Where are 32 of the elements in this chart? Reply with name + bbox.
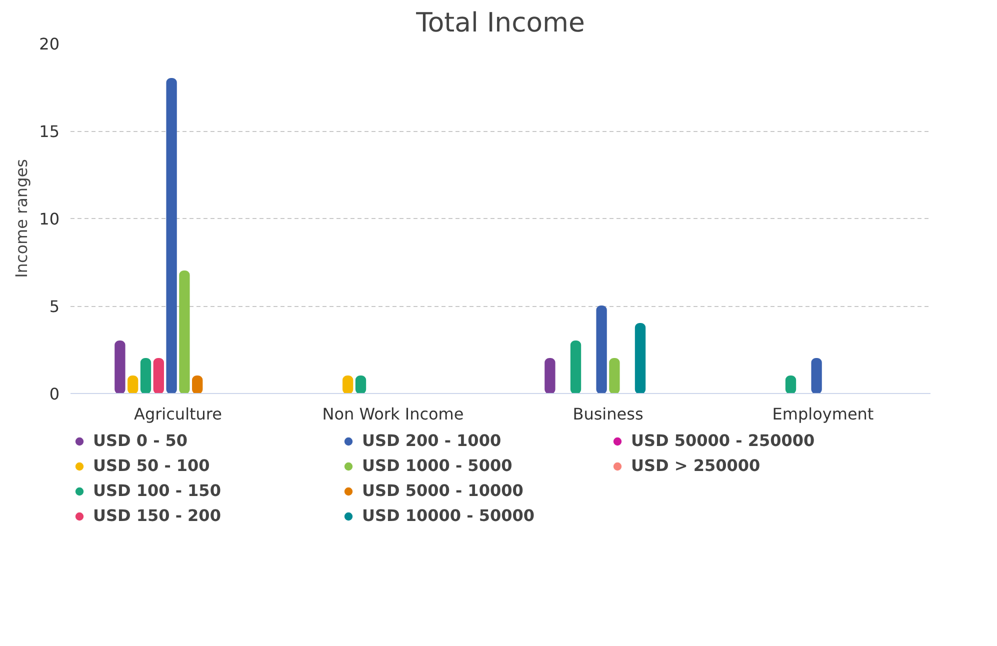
y-tick-label: 10 xyxy=(39,210,60,228)
legend-label: USD 10000 - 50000 xyxy=(362,506,536,525)
chart-title: Total Income xyxy=(415,8,585,38)
bar xyxy=(166,78,177,394)
bar xyxy=(153,358,164,394)
y-axis-title: Income ranges xyxy=(12,159,32,278)
bar xyxy=(609,358,620,394)
x-tick-label: Agriculture xyxy=(134,404,222,424)
x-tick-label: Business xyxy=(572,404,644,424)
bar xyxy=(634,323,646,394)
legend-label: USD 100 - 150 xyxy=(93,481,222,500)
legend-label: USD 50 - 100 xyxy=(93,456,211,475)
legend-label: USD 1000 - 5000 xyxy=(362,456,514,475)
x-tick-label: Employment xyxy=(772,404,874,424)
y-tick-label: 0 xyxy=(49,384,60,404)
legend-label: USD 0 - 50 xyxy=(93,431,189,450)
bar xyxy=(544,358,556,394)
legend-label: USD 150 - 200 xyxy=(93,506,222,525)
bar xyxy=(179,270,190,394)
bar xyxy=(140,358,152,394)
y-tick-label: 20 xyxy=(39,34,60,54)
bar xyxy=(114,340,126,394)
legend-label: USD 50000 - 250000 xyxy=(631,431,816,450)
bar xyxy=(811,358,822,394)
legend-label: USD 200 - 1000 xyxy=(362,431,502,450)
bar xyxy=(570,340,582,394)
legend-label: USD > 250000 xyxy=(631,456,762,475)
y-tick-label: 5 xyxy=(49,297,60,316)
y-tick-label: 15 xyxy=(39,122,60,141)
x-tick-label: Non Work Income xyxy=(322,404,464,424)
legend-label: USD 5000 - 10000 xyxy=(362,481,524,500)
bar xyxy=(596,306,607,394)
